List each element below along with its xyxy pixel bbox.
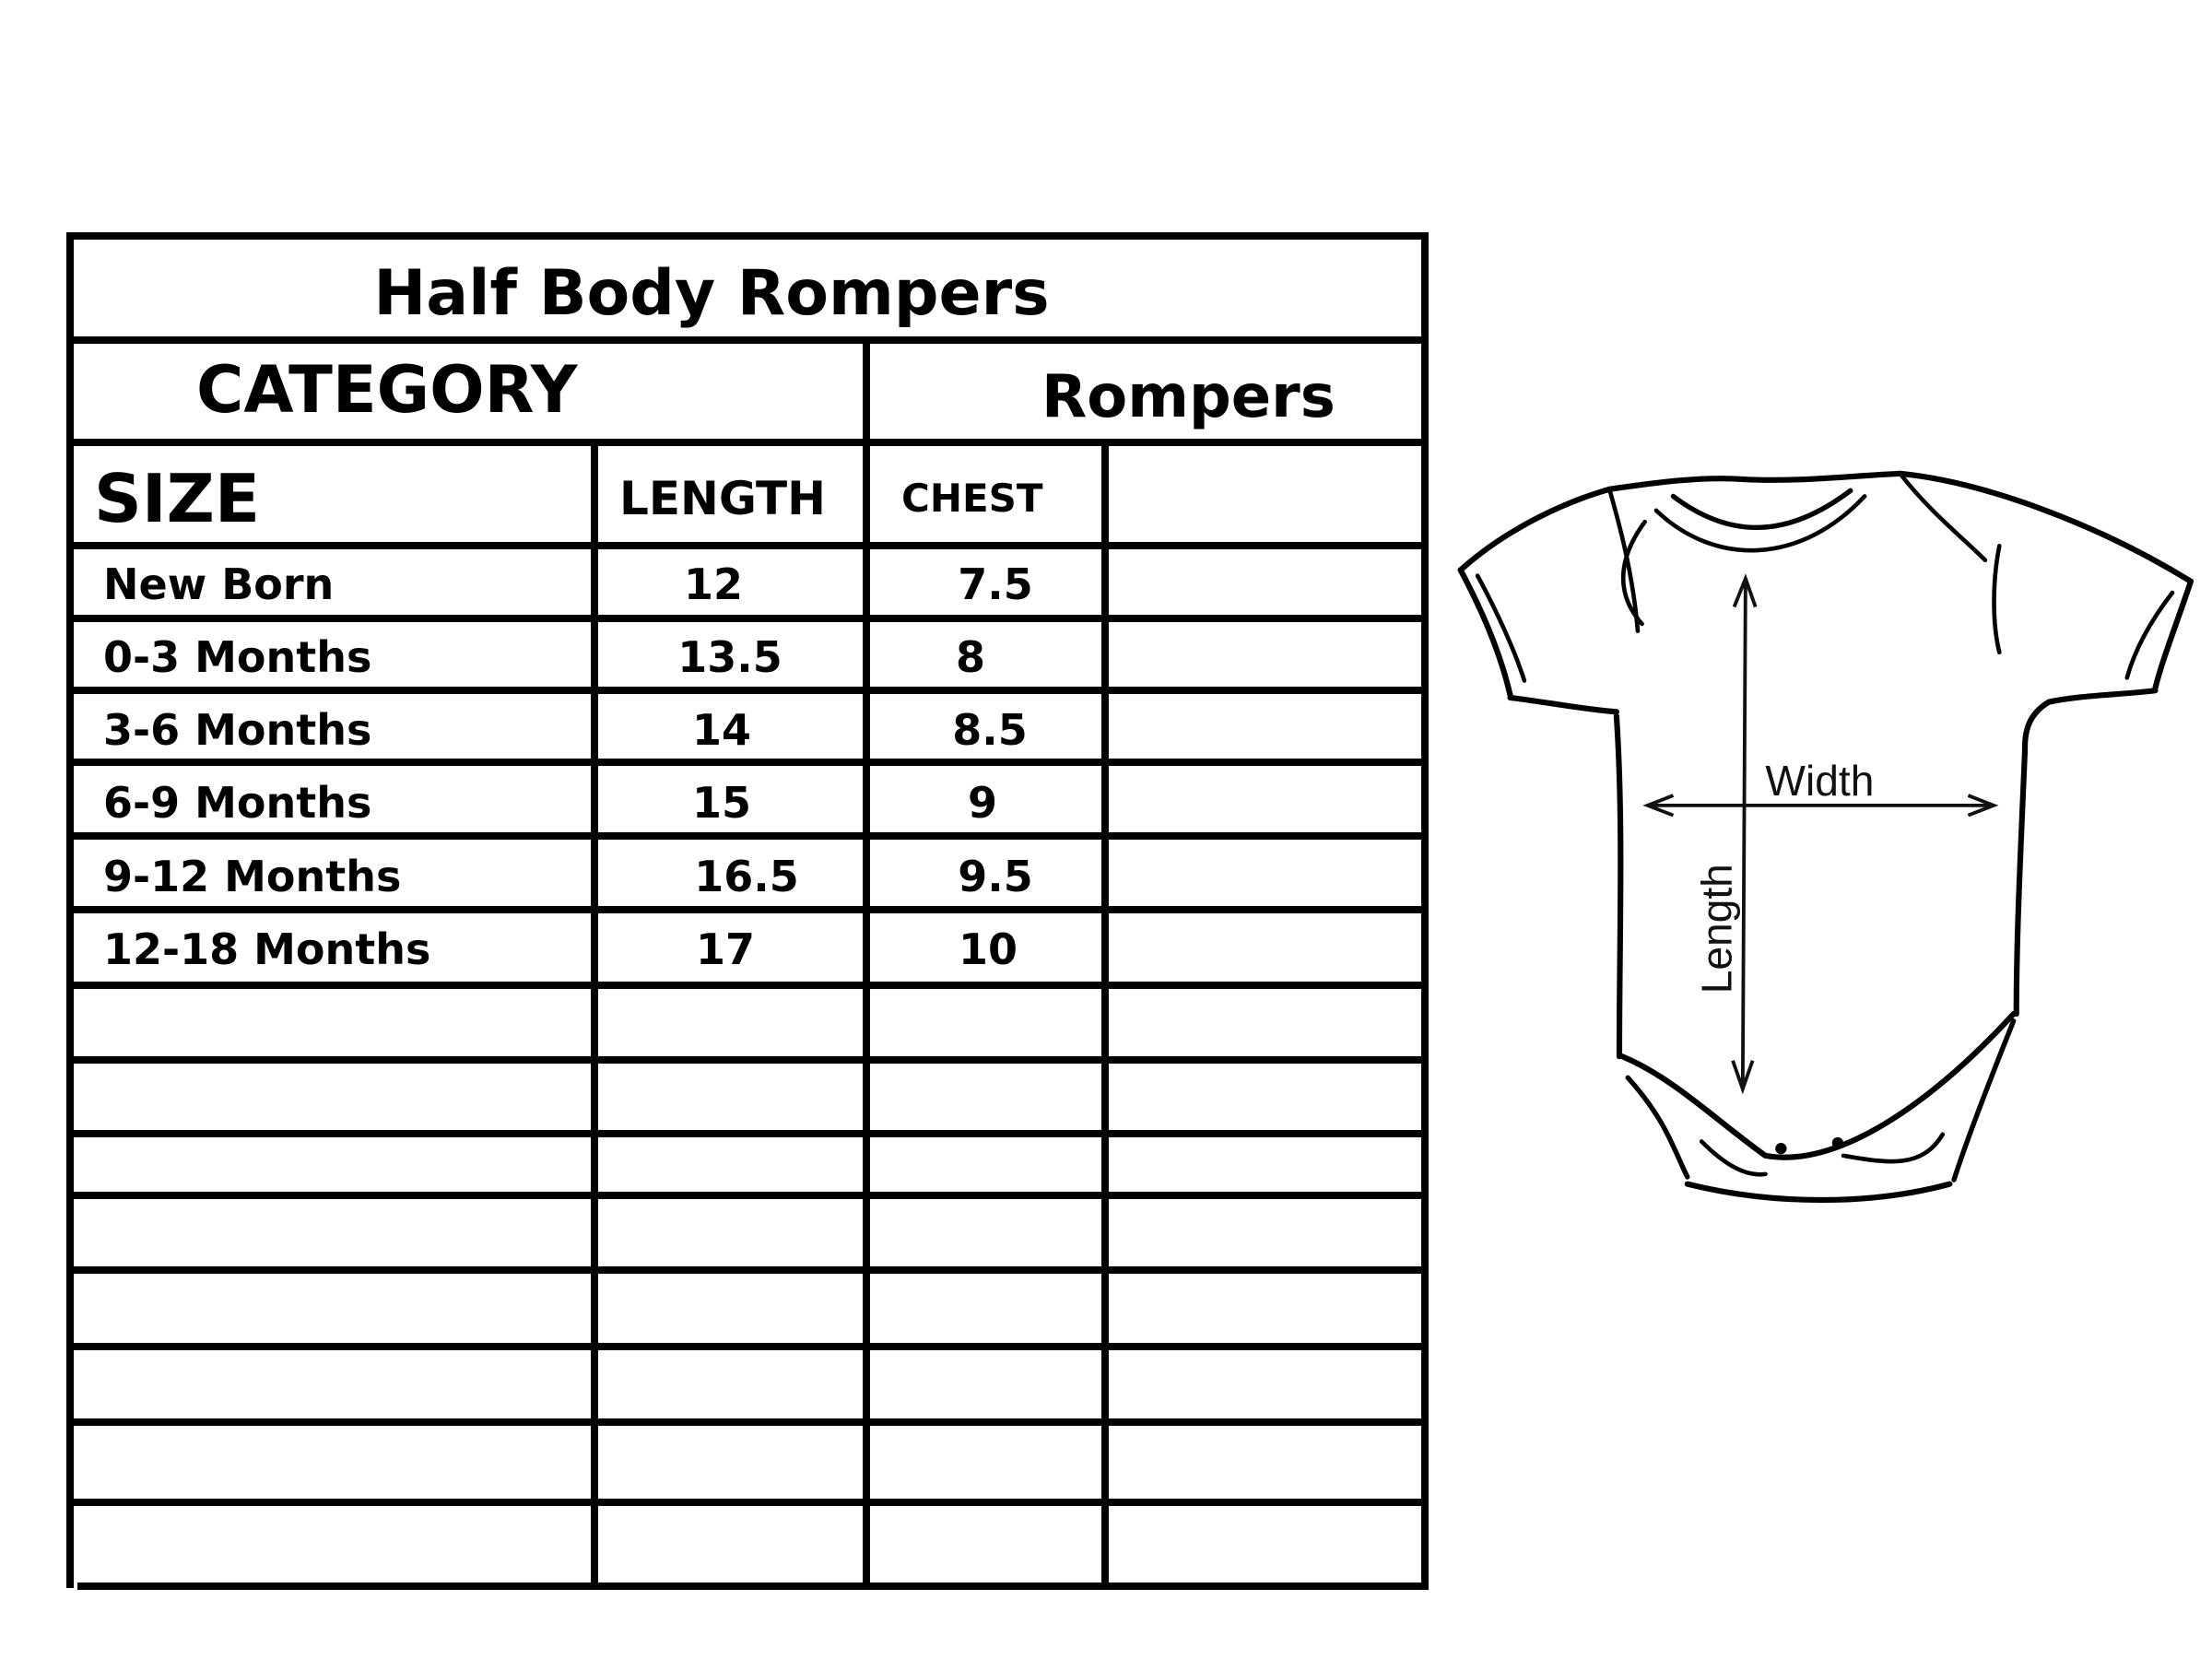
size-cell: New Born	[103, 559, 334, 609]
width-label: Width	[1765, 757, 1874, 805]
table-grid	[66, 232, 1429, 1590]
table-row: 0-3 Months 13.5 8	[103, 632, 985, 682]
size-cell: 12-18 Months	[103, 924, 430, 974]
length-cell: 16.5	[694, 852, 799, 901]
chest-cell: 9.5	[958, 852, 1033, 901]
table-row: 9-12 Months 16.5 9.5	[103, 852, 1033, 901]
snap-button-icon	[1831, 1136, 1844, 1149]
category-value: Rompers	[1041, 363, 1335, 431]
length-cell: 12	[684, 559, 743, 609]
category-label: CATEGORY	[196, 352, 579, 428]
size-cell: 3-6 Months	[103, 705, 371, 755]
table-row: New Born 12 7.5	[103, 559, 1033, 609]
table-row: 3-6 Months 14 8.5	[103, 705, 1028, 755]
chest-cell: 9	[968, 778, 997, 828]
length-cell: 15	[692, 778, 751, 828]
length-cell: 13.5	[677, 632, 782, 682]
table-row: 6-9 Months 15 9	[103, 778, 997, 828]
chest-cell: 8	[956, 632, 985, 682]
width-arrow-icon	[1642, 794, 1999, 818]
chest-header: CHEST	[901, 476, 1043, 521]
chest-cell: 8.5	[952, 705, 1028, 755]
chest-cell: 10	[959, 924, 1018, 974]
table-title: Half Body Rompers	[373, 257, 1049, 330]
romper-illustration: Width Length	[1457, 470, 2194, 1204]
size-cell: 6-9 Months	[103, 778, 371, 828]
table-row: 12-18 Months 17 10	[103, 924, 1018, 974]
size-cell: 9-12 Months	[103, 852, 401, 901]
chest-cell: 7.5	[958, 559, 1033, 609]
size-cell: 0-3 Months	[103, 632, 371, 682]
length-cell: 17	[696, 924, 755, 974]
size-header: SIZE	[94, 460, 260, 537]
length-arrow-icon	[1731, 573, 1758, 1095]
snap-button-icon	[1775, 1143, 1787, 1155]
length-label: Length	[1693, 864, 1741, 994]
length-cell: 14	[692, 705, 751, 755]
length-header: LENGTH	[619, 472, 826, 525]
